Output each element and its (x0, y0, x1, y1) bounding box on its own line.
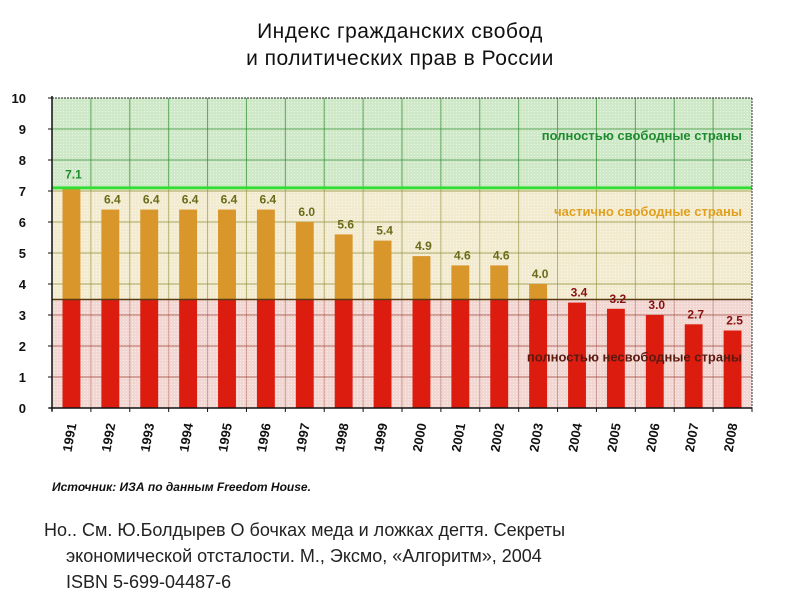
bar-1992 (101, 299, 120, 408)
x-tick-label: 2003 (526, 422, 546, 453)
bar-2000 (412, 299, 431, 408)
bar-1999 (373, 299, 392, 408)
bar-1995 (218, 299, 236, 408)
y-tick-label: 10 (12, 91, 26, 106)
bar-1991 (62, 299, 81, 408)
axes (48, 96, 753, 412)
value-label: 5.6 (337, 217, 354, 231)
bar-1994-upper (179, 209, 198, 300)
x-tick-label: 2001 (448, 422, 468, 453)
bar-1998-upper (334, 234, 353, 300)
bar-1996-upper (256, 209, 275, 300)
bar-1997-upper (295, 222, 314, 300)
value-label: 4.6 (454, 248, 471, 262)
y-tick-label: 6 (19, 215, 26, 230)
x-tick-label: 2000 (410, 422, 430, 453)
bar-1993 (140, 299, 159, 408)
y-tick-label: 3 (19, 308, 26, 323)
bar-1992-upper (101, 209, 120, 300)
x-tick-label: 1993 (137, 422, 157, 453)
value-label: 5.4 (376, 224, 393, 238)
bar-1997 (295, 299, 314, 408)
bar-2000-upper (412, 256, 431, 300)
bar-2002-upper (490, 265, 509, 300)
x-tick-label: 2008 (721, 422, 741, 453)
value-label: 6.4 (221, 193, 238, 207)
x-tick-label: 2005 (604, 422, 624, 453)
reference-line-1: Но.. См. Ю.Болдырев О бочках меда и ложк… (44, 520, 566, 540)
x-tick-label: 1997 (293, 422, 313, 453)
y-tick-label: 1 (19, 370, 26, 385)
value-label: 6.4 (104, 193, 121, 207)
bars (62, 187, 742, 408)
bar-1995-upper (218, 209, 236, 300)
y-tick-labels: 0 1 2 3 4 5 6 7 8 9 10 (12, 91, 27, 416)
zone-label: полностью свободные страны (542, 128, 742, 143)
bar-2002 (490, 299, 509, 408)
zone-label: полностью несвободные страны (527, 350, 742, 365)
value-label: 4.0 (532, 267, 549, 281)
value-label: 6.4 (143, 193, 160, 207)
y-tick-label: 8 (19, 153, 26, 168)
bar-2003-upper (529, 284, 548, 300)
reference-line-3: ISBN 5-699-04487-6 (66, 572, 232, 592)
bar-2001-upper (451, 265, 470, 300)
x-tick-label: 2002 (487, 422, 507, 453)
y-tick-label: 2 (19, 339, 26, 354)
x-tick-label: 1999 (371, 422, 391, 453)
chart-title: Индекс гражданских свобод и политических… (0, 18, 800, 72)
value-label: 3.0 (648, 298, 665, 312)
reference-text: Но.. См. Ю.Болдырев О бочках меда и ложк… (44, 517, 784, 595)
value-label: 3.4 (571, 286, 588, 300)
bar-2007 (684, 324, 703, 408)
bar-1996 (256, 299, 275, 408)
value-label: 6.4 (260, 193, 277, 207)
value-label: 4.9 (415, 239, 432, 253)
bar-1994 (179, 299, 198, 408)
x-tick-label: 1998 (332, 422, 352, 453)
x-tick-labels: 1991 1992 1993 1994 1995 1996 1997 1998 1999 2000… (60, 421, 741, 453)
value-label: 2.5 (726, 314, 743, 328)
x-tick-label: 1991 (60, 422, 80, 453)
x-tick-label: 1995 (215, 422, 235, 453)
chart-title-line-2: и политических прав в России (246, 47, 554, 70)
x-tick-label: 2007 (682, 422, 702, 453)
value-label: 6.4 (182, 193, 199, 207)
reference-line-2: экономической отсталости. М., Эксмо, «Ал… (66, 546, 542, 566)
bar-1993-upper (140, 209, 159, 300)
value-label: 7.1 (65, 168, 82, 182)
bar-2004 (568, 302, 586, 408)
zone-texture (52, 299, 752, 408)
zone-label: частично свободные страны (554, 204, 742, 219)
bar-1998 (334, 299, 353, 408)
bar-2005 (606, 308, 625, 408)
source-note: Источник: ИЗА по данным Freedom House. (52, 480, 311, 494)
value-label: 6.0 (298, 205, 315, 219)
bar-2003 (529, 299, 548, 408)
x-tick-label: 1996 (254, 422, 274, 453)
y-tick-label: 7 (19, 184, 26, 199)
bar-1991-upper (62, 187, 81, 300)
y-tick-label: 4 (19, 277, 27, 292)
x-tick-label: 1994 (176, 421, 196, 453)
bar-1999-upper (373, 240, 392, 300)
value-label: 4.6 (493, 248, 510, 262)
x-tick-label: 2004 (565, 421, 585, 453)
threshold-lines (52, 186, 752, 301)
y-tick-label: 9 (19, 122, 26, 137)
y-tick-label: 5 (19, 246, 26, 261)
y-tick-label: 0 (19, 401, 26, 416)
bar-chart: полностью свободные страны частично свобо… (12, 91, 753, 453)
bar-2001 (451, 299, 470, 408)
x-tick-label: 1992 (98, 422, 118, 453)
chart-title-line-1: Индекс гражданских свобод (257, 20, 543, 43)
zone-labels: полностью свободные страны частично свобо… (527, 128, 742, 365)
x-tick-label: 2006 (643, 422, 663, 453)
grid-lines (52, 98, 752, 408)
value-labels: 7.1 6.4 6.4 6.4 6.4 6.4 6.0 5.6 5.4 4.9 4.6 4.6 4.0 3… (65, 168, 743, 328)
value-label: 2.7 (687, 307, 704, 321)
bar-2006 (645, 315, 664, 408)
bar-2008 (723, 330, 742, 408)
value-label: 3.2 (610, 292, 627, 306)
